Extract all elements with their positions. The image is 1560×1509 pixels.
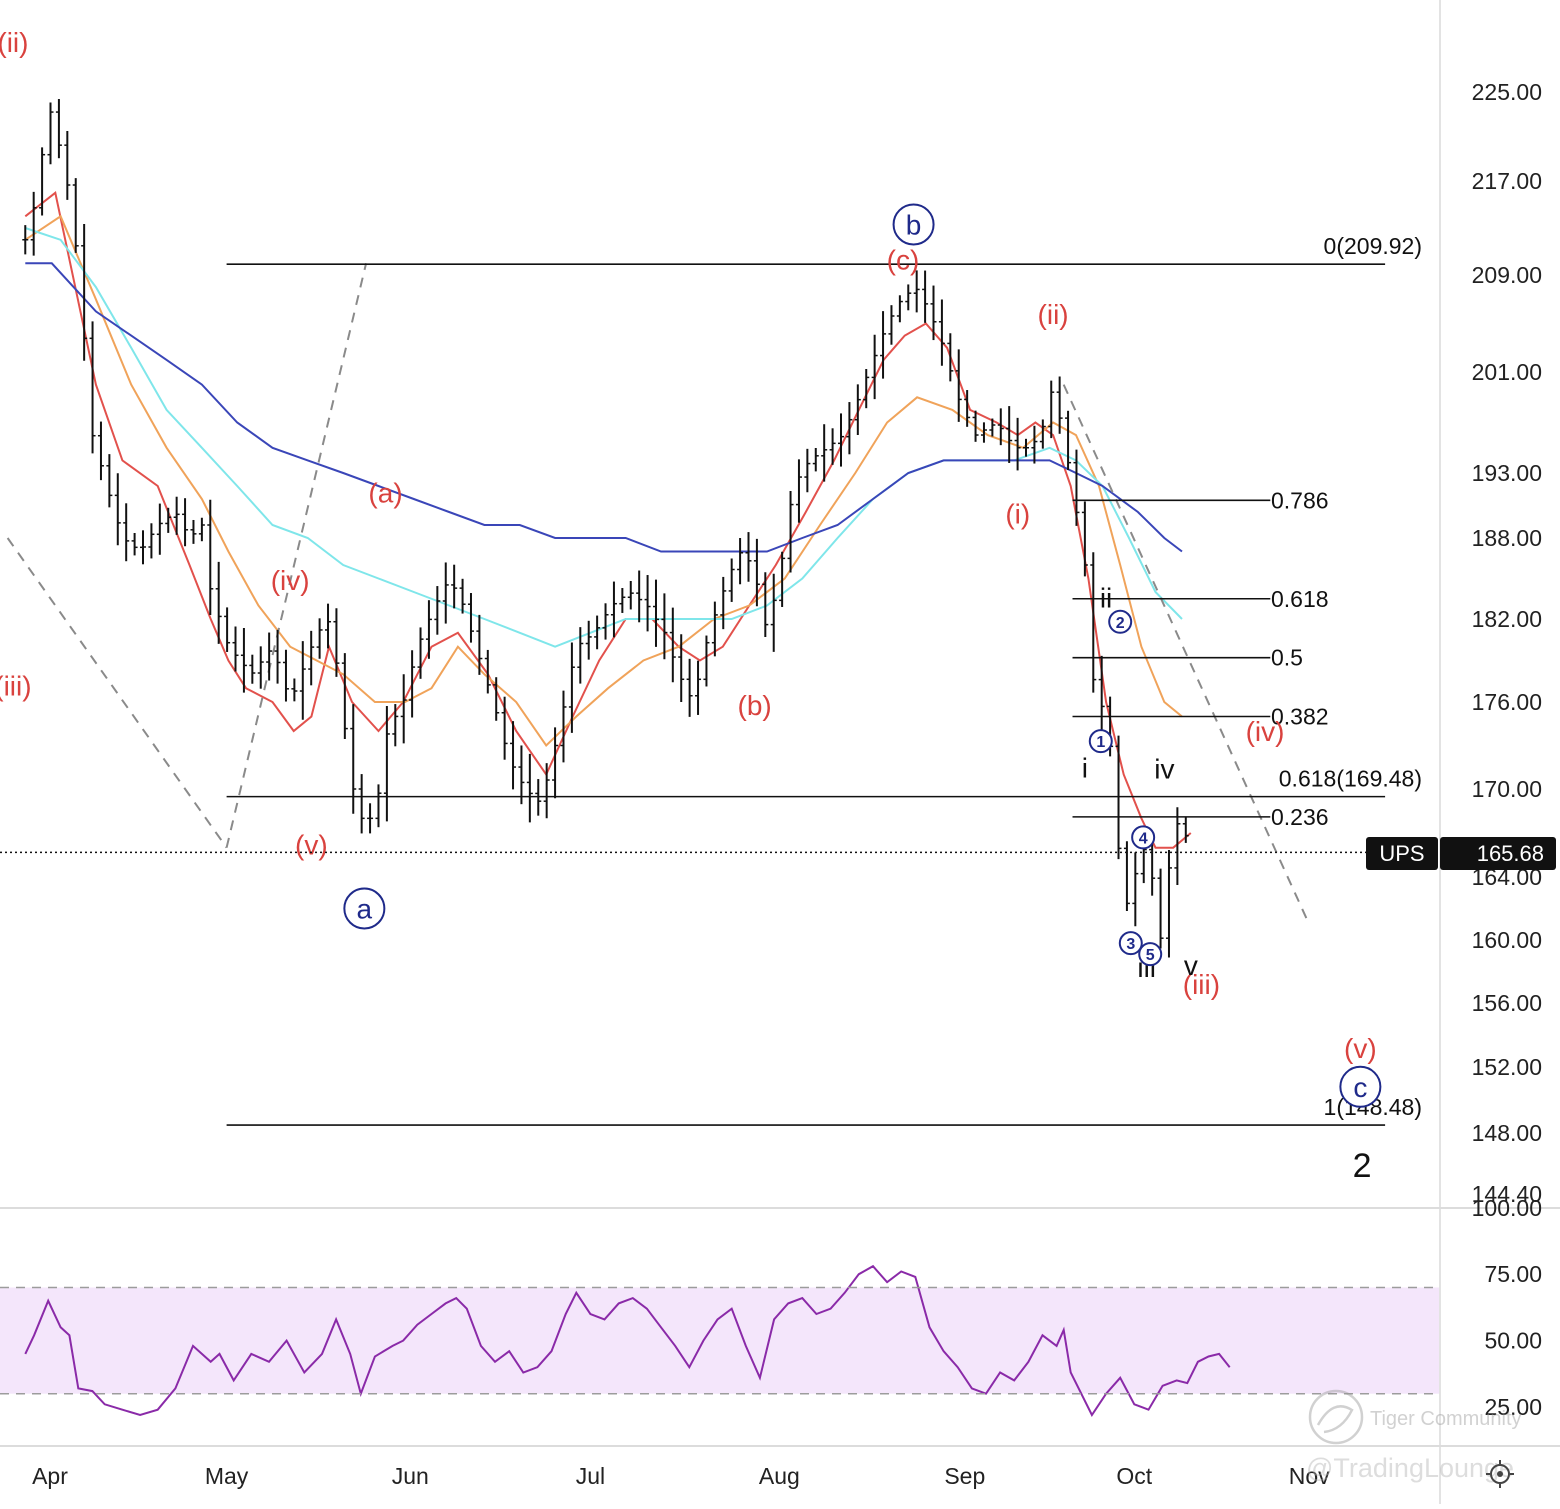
wave-label: i — [1082, 752, 1088, 783]
y-tick-label: 156.00 — [1472, 990, 1542, 1016]
y-tick-label: 225.00 — [1472, 79, 1542, 105]
wave-circle-marker — [1138, 942, 1163, 967]
fib-level-label: 0.5 — [1271, 645, 1303, 671]
x-tick-label: Oct — [1116, 1463, 1152, 1489]
wave-circle-label: 4 — [1139, 830, 1148, 847]
y-tick-label: 152.00 — [1472, 1054, 1542, 1080]
trend-line — [6, 537, 228, 849]
fib-level-label: 0(209.92) — [1324, 233, 1422, 259]
wave-label: (v) — [1344, 1033, 1377, 1064]
last-price-label: 165.68 — [1477, 841, 1544, 866]
wave-label: (iii) — [0, 670, 32, 701]
wave-label: (b) — [738, 690, 772, 721]
x-tick-label: Nov — [1289, 1463, 1330, 1489]
wave-label: (ii) — [0, 27, 28, 58]
fib-level-label: 0.236 — [1271, 804, 1329, 830]
wave-label: iv — [1154, 754, 1174, 785]
wave-label: (c) — [887, 245, 920, 276]
y-tick-label: 201.00 — [1472, 359, 1542, 385]
wave-circle-marker — [892, 203, 935, 246]
wave-label: v — [1184, 950, 1198, 981]
rsi-band — [0, 1287, 1440, 1394]
wave-circle-marker — [343, 887, 386, 930]
rsi-y-tick-label: 50.00 — [1484, 1328, 1542, 1354]
wave-circle-marker — [1118, 931, 1143, 956]
y-tick-label: 176.00 — [1472, 689, 1542, 715]
wave-circle-label: 5 — [1146, 947, 1155, 964]
fib-level-label: 0.786 — [1271, 487, 1329, 513]
wave-circle-label: c — [1353, 1072, 1367, 1103]
y-tick-label: 170.00 — [1472, 776, 1542, 802]
wave-circle-marker — [1108, 609, 1133, 634]
wave-label: (iv) — [1246, 716, 1285, 747]
wave-label: (iv) — [271, 565, 310, 596]
rsi-y-tick-label: 25.00 — [1484, 1394, 1542, 1420]
wave-circle-marker — [1088, 729, 1113, 754]
community-watermark: Tiger Community — [1370, 1408, 1522, 1430]
y-tick-label: 188.00 — [1472, 525, 1542, 551]
wave-circle-label: 3 — [1126, 936, 1135, 953]
tiger-logo-icon — [1308, 1389, 1364, 1445]
moving-average-line — [25, 262, 1183, 553]
wave-label: (a) — [368, 478, 402, 509]
wave-circle-label: b — [906, 209, 922, 240]
y-tick-label: 209.00 — [1472, 262, 1542, 288]
y-tick-label: 193.00 — [1472, 460, 1542, 486]
wave-circle-marker — [1339, 1065, 1382, 1108]
wave-label: (iii) — [1183, 969, 1220, 1000]
watermark: Tiger Community @TradingLounge — [1306, 1389, 1522, 1483]
wave-label: (ii) — [1038, 299, 1069, 330]
author-watermark: @TradingLounge — [1306, 1453, 1514, 1483]
last-price-tag: UPS 165.68 — [1366, 837, 1556, 870]
y-tick-label: 217.00 — [1472, 168, 1542, 194]
x-tick-label: Apr — [32, 1463, 68, 1489]
trend-line — [1062, 384, 1311, 925]
y-tick-label: 148.00 — [1472, 1120, 1542, 1146]
x-tick-label: May — [205, 1463, 249, 1489]
wave-label: (v) — [295, 830, 328, 861]
y-tick-label: 182.00 — [1472, 606, 1542, 632]
wave-label: (i) — [1005, 498, 1030, 529]
rsi-line — [24, 1264, 1231, 1417]
wave-circle-marker — [1131, 825, 1156, 850]
rsi-y-tick-label: 100.00 — [1472, 1195, 1542, 1221]
y-tick-label: 160.00 — [1472, 927, 1542, 953]
wave-circle-label: 1 — [1096, 734, 1105, 751]
rsi-y-tick-label: 75.00 — [1484, 1261, 1542, 1287]
wave-circle-label: a — [357, 894, 373, 925]
wave-circle-label: 2 — [1116, 615, 1125, 632]
x-tick-label: Sep — [944, 1463, 985, 1489]
x-tick-label: Jun — [392, 1463, 429, 1489]
wave-label: ii — [1100, 582, 1112, 613]
wave-label: 2 — [1353, 1147, 1372, 1185]
y-tick-label: 144.40 — [1472, 1181, 1542, 1207]
fib-level-label: 0.382 — [1271, 704, 1329, 730]
x-tick-label: Jul — [576, 1463, 605, 1489]
gear-icon[interactable] — [1486, 1460, 1514, 1488]
ticker-label: UPS — [1379, 841, 1424, 866]
fib-level-label: 0.618(169.48) — [1279, 766, 1422, 792]
fib-level-label: 0.618 — [1271, 586, 1329, 612]
x-tick-label: Aug — [759, 1463, 800, 1489]
